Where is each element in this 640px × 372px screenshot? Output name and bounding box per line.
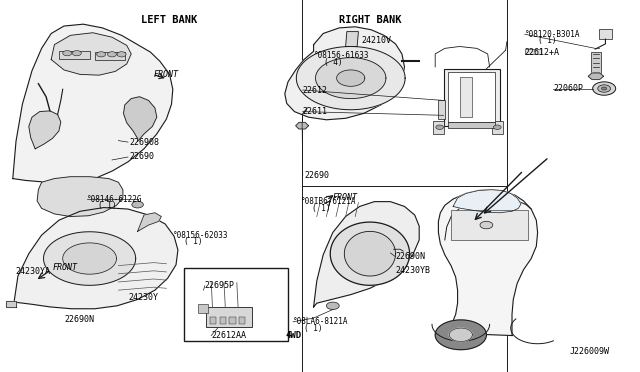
Polygon shape	[63, 243, 116, 274]
Circle shape	[97, 52, 106, 57]
Polygon shape	[314, 202, 419, 307]
Circle shape	[598, 85, 611, 92]
Circle shape	[602, 87, 607, 90]
Polygon shape	[14, 208, 178, 309]
Text: 22690: 22690	[304, 171, 329, 180]
Circle shape	[108, 52, 116, 57]
Polygon shape	[453, 190, 521, 213]
Polygon shape	[296, 122, 308, 129]
Bar	[444, 69, 500, 126]
Text: 22612: 22612	[303, 86, 328, 94]
Bar	[59, 51, 90, 59]
Text: ( 1): ( 1)	[98, 201, 116, 210]
Polygon shape	[29, 111, 61, 149]
Text: 22611: 22611	[303, 107, 328, 116]
Circle shape	[63, 51, 72, 56]
Bar	[492, 121, 503, 134]
Text: ( 1): ( 1)	[312, 204, 330, 213]
Polygon shape	[37, 177, 123, 217]
Text: 226908: 226908	[129, 138, 159, 147]
Text: 24210V: 24210V	[362, 36, 392, 45]
Bar	[451, 210, 528, 240]
Bar	[460, 77, 472, 117]
Text: °08120-B301A: °08120-B301A	[525, 30, 580, 39]
Circle shape	[326, 302, 339, 310]
Bar	[239, 317, 245, 324]
Bar	[448, 122, 495, 128]
Polygon shape	[588, 73, 604, 80]
Polygon shape	[6, 301, 16, 307]
Polygon shape	[330, 222, 410, 285]
Text: 22690: 22690	[129, 153, 154, 161]
Text: °08LA6-8121A: °08LA6-8121A	[293, 317, 349, 326]
Bar	[591, 52, 601, 74]
Bar	[206, 307, 252, 327]
Text: 22060P: 22060P	[554, 84, 584, 93]
Text: 22690N: 22690N	[396, 252, 426, 261]
Polygon shape	[438, 190, 538, 336]
Polygon shape	[296, 46, 405, 110]
Bar	[448, 72, 495, 122]
Text: 24230Y: 24230Y	[128, 293, 158, 302]
Bar	[433, 121, 444, 134]
Bar	[198, 304, 208, 313]
Text: ( 1): ( 1)	[304, 324, 323, 333]
Polygon shape	[13, 24, 173, 182]
Text: FRONT: FRONT	[333, 193, 358, 202]
Bar	[184, 268, 288, 341]
Bar	[95, 52, 125, 60]
Text: 22612AA: 22612AA	[211, 331, 246, 340]
Text: RIGHT BANK: RIGHT BANK	[339, 16, 402, 25]
Bar	[438, 100, 445, 119]
Polygon shape	[44, 232, 136, 285]
Polygon shape	[337, 70, 365, 86]
Bar	[220, 317, 226, 324]
Text: FRONT: FRONT	[53, 263, 78, 272]
Polygon shape	[285, 27, 404, 120]
Circle shape	[117, 52, 126, 57]
Text: ( 4): ( 4)	[324, 58, 343, 67]
Text: 4WD: 4WD	[285, 331, 301, 340]
Text: °08146-6122G: °08146-6122G	[87, 195, 143, 203]
Polygon shape	[124, 97, 157, 141]
Text: J226009W: J226009W	[570, 347, 610, 356]
Text: FRONT: FRONT	[154, 70, 179, 79]
Text: ( 1): ( 1)	[538, 36, 556, 45]
Text: 22690N: 22690N	[64, 315, 94, 324]
Circle shape	[436, 125, 444, 129]
Text: 24230YB: 24230YB	[396, 266, 431, 275]
Text: LEFT BANK: LEFT BANK	[141, 16, 197, 25]
Circle shape	[480, 221, 493, 229]
Text: °08IB6-6121A: °08IB6-6121A	[301, 197, 356, 206]
Bar	[525, 49, 541, 54]
Bar	[210, 317, 216, 324]
Text: 24230YA: 24230YA	[15, 267, 51, 276]
Polygon shape	[449, 328, 472, 341]
Text: 22612+A: 22612+A	[525, 48, 560, 57]
Text: °08156-61633: °08156-61633	[314, 51, 369, 60]
Circle shape	[132, 201, 143, 208]
Polygon shape	[51, 33, 131, 75]
Circle shape	[72, 51, 81, 56]
Polygon shape	[316, 58, 386, 99]
Bar	[229, 317, 236, 324]
Text: 22695P: 22695P	[205, 281, 235, 290]
Text: °08156-62033: °08156-62033	[173, 231, 228, 240]
Circle shape	[493, 125, 501, 129]
Circle shape	[593, 82, 616, 95]
Polygon shape	[435, 320, 486, 350]
Text: ( 1): ( 1)	[184, 237, 203, 246]
Polygon shape	[344, 231, 396, 276]
Polygon shape	[138, 213, 161, 231]
Polygon shape	[346, 32, 358, 46]
Bar	[599, 29, 612, 39]
